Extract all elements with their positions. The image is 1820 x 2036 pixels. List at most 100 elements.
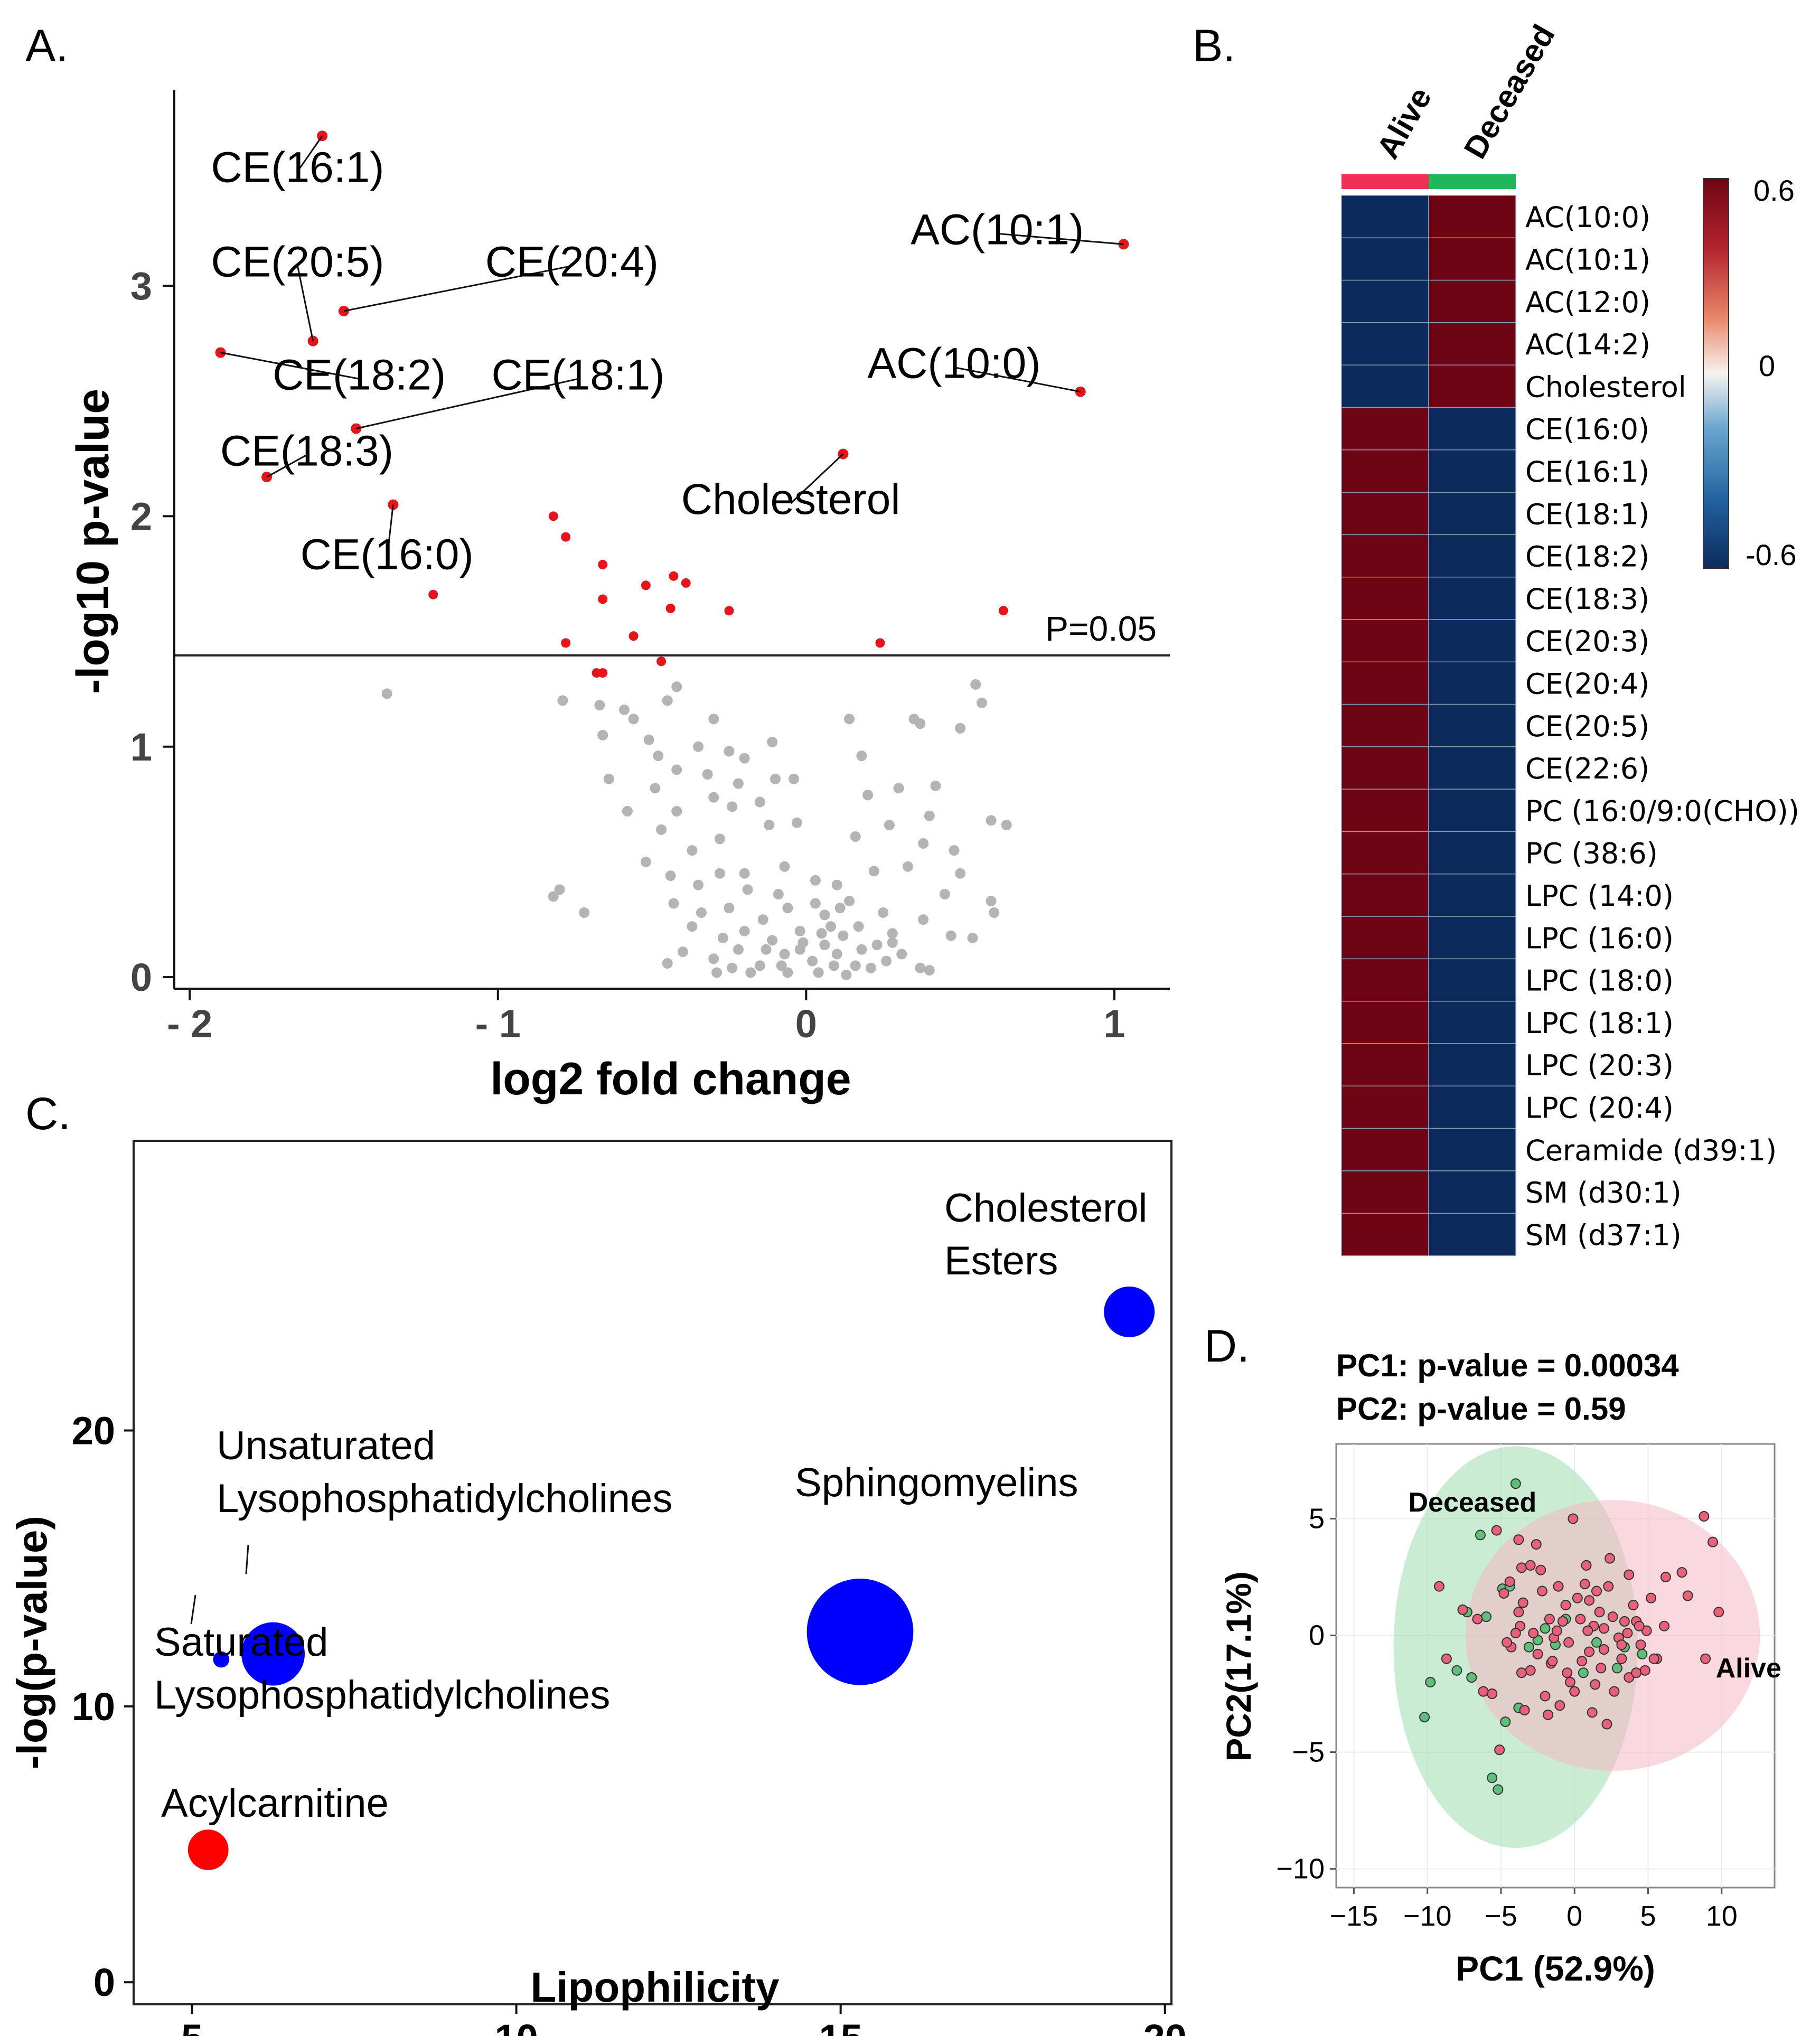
heatmap-cell xyxy=(1428,789,1516,832)
nonsignificant-point xyxy=(733,944,744,955)
heatmap-cell xyxy=(1341,322,1429,365)
x-tick-label: −15 xyxy=(1330,1900,1378,1932)
nonsignificant-point xyxy=(810,898,821,909)
nonsignificant-point xyxy=(986,896,997,907)
x-tick-label: 5 xyxy=(1640,1900,1656,1932)
sample-point xyxy=(1582,1625,1593,1636)
x-axis-title: PC1 (52.9%) xyxy=(1456,1949,1655,1988)
heatmap-cell xyxy=(1428,661,1516,705)
nonsignificant-point xyxy=(711,967,723,978)
nonsignificant-point xyxy=(810,875,821,886)
sample-point xyxy=(1478,1686,1489,1697)
sample-point xyxy=(1611,1663,1622,1674)
sample-point xyxy=(1510,1628,1521,1639)
row-label: CE(18:1) xyxy=(1525,498,1649,531)
sample-point xyxy=(1472,1613,1483,1625)
y-tick-label: 20 xyxy=(72,1409,115,1452)
label-leader-line xyxy=(190,1594,196,1625)
nonsignificant-point xyxy=(794,925,805,936)
sample-point xyxy=(1481,1611,1492,1622)
sample-point xyxy=(1641,1625,1652,1636)
heatmap-cell xyxy=(1341,874,1429,917)
heatmap-cell xyxy=(1341,407,1429,451)
sample-point xyxy=(1531,1539,1542,1550)
row-label: Cholesterol xyxy=(1525,370,1686,404)
heatmap-cell xyxy=(1428,534,1516,578)
significant-point xyxy=(669,571,679,581)
nonsignificant-point xyxy=(850,960,861,971)
sample-point xyxy=(1451,1665,1462,1676)
sample-point xyxy=(1504,1576,1515,1587)
heatmap: Alive Deceased AC(10:0) AC(10:1) AC(12:0) AC… xyxy=(1341,21,1799,1256)
x-tick-label: 10 xyxy=(1706,1900,1738,1932)
nonsignificant-point xyxy=(789,773,800,784)
nonsignificant-point xyxy=(918,914,929,925)
y-tick-label: 5 xyxy=(1309,1503,1325,1534)
sample-point xyxy=(1551,1625,1562,1636)
nonsignificant-point xyxy=(603,773,614,784)
x-tick-label: - 1 xyxy=(475,1002,521,1046)
x-axis-title: log2 fold change xyxy=(490,1054,851,1104)
nonsignificant-point xyxy=(819,909,830,921)
nonsignificant-point xyxy=(727,801,738,812)
label-leader-line xyxy=(297,135,323,172)
heatmap-cell xyxy=(1428,874,1516,917)
y-tick-label: 3 xyxy=(130,264,152,308)
sample-point xyxy=(1535,1564,1546,1575)
bubble-label: Cholesterol xyxy=(944,1186,1147,1231)
sample-point xyxy=(1609,1686,1620,1697)
nonsignificant-point xyxy=(640,856,651,867)
label-leader-line xyxy=(296,266,314,341)
nonsignificant-point xyxy=(924,810,935,821)
sample-point xyxy=(1594,1607,1605,1618)
heatmap-cell xyxy=(1341,619,1429,663)
heatmap-cell xyxy=(1428,492,1516,536)
label-leader-line xyxy=(790,453,844,504)
y-tick-label: 1 xyxy=(130,725,152,769)
sample-point xyxy=(1598,1623,1609,1634)
pca-title-line-2: PC2: p-value = 0.59 xyxy=(1336,1391,1626,1427)
sample-point xyxy=(1433,1581,1444,1592)
label-leader-line xyxy=(997,232,1124,245)
heatmap-cell xyxy=(1428,703,1516,747)
sample-point xyxy=(1540,1623,1551,1634)
column-annotation-bar xyxy=(1429,174,1516,189)
sample-point xyxy=(1441,1653,1452,1664)
heatmap-cell xyxy=(1428,958,1516,1002)
point-label: Cholesterol xyxy=(681,475,900,523)
significant-point xyxy=(561,532,571,542)
sample-point xyxy=(1564,1676,1575,1687)
sample-point xyxy=(1607,1611,1618,1622)
nonsignificant-point xyxy=(831,879,842,890)
sample-point xyxy=(1554,1700,1565,1711)
nonsignificant-point xyxy=(844,896,855,907)
column-label: Alive xyxy=(1370,81,1439,165)
nonsignificant-point xyxy=(727,962,738,973)
sample-point xyxy=(1536,1585,1547,1597)
x-tick-label: 15 xyxy=(819,2016,862,2036)
heatmap-cell xyxy=(1341,449,1429,493)
nonsignificant-point xyxy=(939,889,950,900)
nonsignificant-point xyxy=(693,741,704,752)
heatmap-cell xyxy=(1341,703,1429,747)
sample-point xyxy=(1603,1581,1614,1592)
label-leader-line xyxy=(245,1544,249,1574)
sample-point xyxy=(1523,1641,1534,1653)
bubble-label: Sphingomyelins xyxy=(795,1460,1078,1505)
x-tick-label: 20 xyxy=(1143,2016,1187,2036)
nonsignificant-point xyxy=(687,845,698,856)
sample-point xyxy=(1475,1530,1486,1541)
nonsignificant-point xyxy=(650,783,661,794)
y-axis-title: PC2(17.1%) xyxy=(1219,1571,1258,1761)
sample-point xyxy=(1616,1653,1627,1664)
nonsignificant-point xyxy=(671,764,682,775)
nonsignificant-point xyxy=(693,879,704,890)
nonsignificant-point xyxy=(1001,820,1012,831)
heatmap-cell xyxy=(1341,237,1429,281)
nonsignificant-point xyxy=(696,907,707,918)
y-tick-label: 2 xyxy=(130,494,152,538)
nonsignificant-point xyxy=(622,805,633,817)
significant-point xyxy=(998,606,1008,616)
sample-point xyxy=(1591,1637,1602,1648)
nonsignificant-point xyxy=(853,921,864,932)
